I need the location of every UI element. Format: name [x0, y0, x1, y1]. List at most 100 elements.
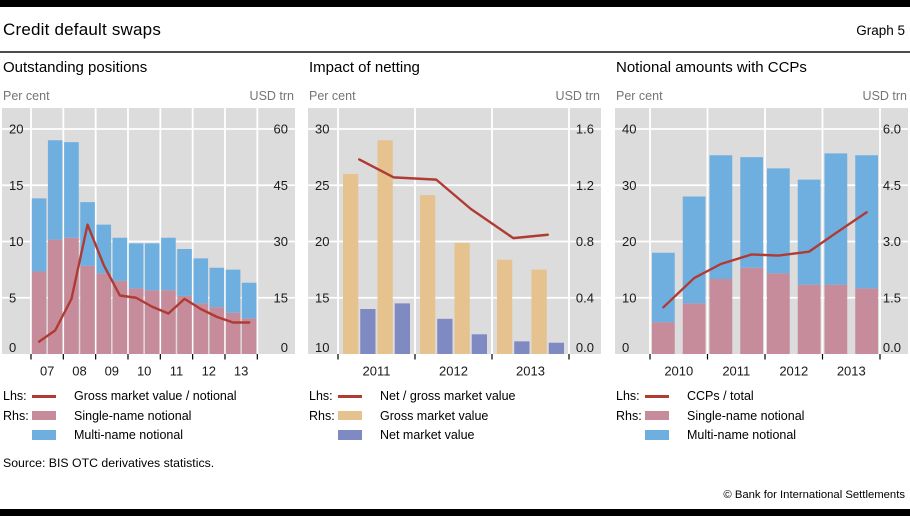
copyright-note: © Bank for International Settlements	[723, 489, 905, 501]
rhs-label: Rhs:	[3, 408, 29, 423]
svg-text:20: 20	[622, 234, 636, 249]
svg-text:30: 30	[622, 178, 636, 193]
legend-row-rhs: Rhs: Gross market value	[309, 408, 515, 424]
bottom-border-bar	[0, 509, 910, 516]
legend-row-lhs: Lhs: Gross market value / notional	[3, 388, 237, 404]
legend-row-lhs: Lhs: Net / gross market value	[309, 388, 515, 404]
legend-entry-label: Single-name notional	[74, 408, 192, 423]
top-border-bar	[0, 0, 910, 7]
legend-entry-label: Gross market value / notional	[74, 389, 237, 403]
svg-text:20: 20	[9, 122, 23, 137]
panel-title: Notional amounts with CCPs	[616, 59, 807, 76]
panel-outstanding-positions: Outstanding positions Per cent USD trn 2…	[2, 59, 295, 459]
svg-text:5: 5	[9, 290, 16, 305]
svg-text:30: 30	[315, 122, 329, 137]
svg-text:4.5: 4.5	[883, 178, 901, 193]
svg-text:15: 15	[9, 178, 23, 193]
lhs-label: Lhs:	[309, 389, 333, 403]
legend-line-swatch	[338, 394, 362, 398]
legend-bar-swatch	[32, 430, 56, 440]
svg-text:11: 11	[170, 364, 184, 379]
svg-text:25: 25	[315, 178, 329, 193]
legend-line-swatch	[645, 394, 669, 398]
legend-bar-swatch	[645, 410, 669, 421]
rhs-label: Rhs:	[616, 408, 642, 423]
svg-text:60: 60	[274, 122, 288, 137]
left-axis-unit-label: Per cent	[616, 89, 663, 103]
left-axis-unit-label: Per cent	[309, 89, 356, 103]
svg-text:6.0: 6.0	[883, 122, 901, 137]
chart-canvas-impact-of-netting: 30 25 20 15 10 1.6 1.2 0.8 0.4 0.0 2011 2012 2013	[308, 108, 601, 379]
left-axis-unit-label: Per cent	[3, 89, 50, 103]
svg-text:0: 0	[622, 340, 629, 355]
page-title: Credit default swaps	[3, 20, 162, 39]
legend: Lhs: CCPs / total Rhs: Single-name notio…	[616, 388, 804, 447]
svg-text:2011: 2011	[363, 364, 391, 379]
svg-text:0.0: 0.0	[883, 340, 901, 355]
svg-text:08: 08	[72, 364, 86, 379]
svg-text:20: 20	[315, 234, 329, 249]
svg-text:15: 15	[274, 290, 288, 305]
svg-text:07: 07	[40, 364, 54, 379]
legend-row: Net market value	[309, 427, 515, 443]
legend-bar-swatch	[338, 410, 362, 421]
svg-text:0.4: 0.4	[576, 290, 594, 305]
axis-units-row: Per cent USD trn	[616, 89, 907, 103]
graph-number-label: Graph 5	[856, 23, 905, 38]
legend-entry-label: CCPs / total	[687, 389, 754, 403]
legend-entry-label: Net / gross market value	[380, 389, 516, 403]
svg-text:45: 45	[274, 178, 288, 193]
legend-entry-label: Net market value	[380, 428, 475, 442]
svg-text:09: 09	[105, 364, 119, 379]
svg-text:3.0: 3.0	[883, 234, 901, 249]
svg-text:2013: 2013	[516, 364, 545, 379]
svg-text:0: 0	[9, 340, 16, 355]
legend-line-swatch	[32, 394, 56, 398]
legend: Lhs: Gross market value / notional Rhs: …	[3, 388, 237, 447]
right-axis-unit-label: USD trn	[555, 89, 600, 103]
svg-text:0.0: 0.0	[576, 340, 594, 355]
legend-row-rhs: Rhs: Single-name notional	[616, 408, 804, 424]
svg-text:1.5: 1.5	[883, 290, 901, 305]
axis-units-row: Per cent USD trn	[3, 89, 294, 103]
svg-text:10: 10	[622, 290, 636, 305]
svg-text:0: 0	[281, 340, 288, 355]
svg-text:2011: 2011	[722, 364, 750, 379]
legend-entry-label: Multi-name notional	[687, 428, 797, 442]
legend-bar-swatch	[32, 410, 56, 421]
legend-entry-label: Multi-name notional	[74, 428, 184, 442]
legend-row: Multi-name notional	[3, 427, 237, 443]
legend: Lhs: Net / gross market value Rhs: Gross…	[309, 388, 515, 447]
svg-text:2013: 2013	[837, 364, 866, 379]
svg-text:2012: 2012	[439, 364, 468, 379]
svg-text:10: 10	[137, 364, 151, 379]
legend-entry-label: Gross market value	[380, 408, 489, 423]
lhs-label: Lhs:	[3, 389, 27, 403]
svg-text:13: 13	[234, 364, 248, 379]
panel-notional-amounts-with-ccps: Notional amounts with CCPs Per cent USD …	[615, 59, 908, 459]
rhs-label: Rhs:	[309, 408, 335, 423]
svg-text:1.2: 1.2	[576, 178, 594, 193]
svg-text:0.8: 0.8	[576, 234, 594, 249]
legend-row: Multi-name notional	[616, 427, 804, 443]
lhs-label: Lhs:	[616, 389, 640, 403]
svg-text:1.6: 1.6	[576, 122, 594, 137]
panel-title: Impact of netting	[309, 59, 420, 76]
legend-entry-label: Single-name notional	[687, 408, 805, 423]
legend-row-lhs: Lhs: CCPs / total	[616, 388, 804, 404]
right-axis-unit-label: USD trn	[862, 89, 907, 103]
svg-text:30: 30	[274, 234, 288, 249]
chart-canvas-outstanding-positions: 20 15 10 5 0 60 45 30 15 0 07 08 09 10 11 12 13	[2, 108, 295, 379]
svg-text:40: 40	[622, 122, 636, 137]
legend-row-rhs: Rhs: Single-name notional	[3, 408, 237, 424]
legend-bar-swatch	[645, 430, 669, 440]
svg-text:2010: 2010	[664, 364, 693, 379]
legend-bar-swatch	[338, 430, 362, 440]
source-note: Source: BIS OTC derivatives statistics.	[3, 456, 215, 470]
svg-text:10: 10	[315, 340, 329, 355]
panel-title: Outstanding positions	[3, 59, 148, 76]
header-rule	[0, 51, 910, 53]
svg-text:2012: 2012	[779, 364, 808, 379]
